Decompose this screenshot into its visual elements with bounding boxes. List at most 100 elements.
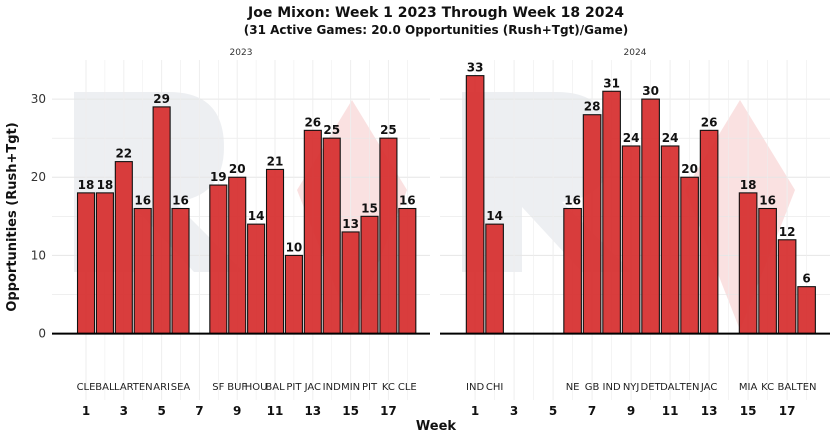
bar-value-label: 16: [759, 194, 776, 208]
x-tick-label: 7: [588, 404, 596, 418]
opponent-label: SEA: [171, 382, 191, 393]
bar-value-label: 20: [681, 162, 698, 176]
bar: [341, 231, 360, 335]
bar: [322, 137, 341, 335]
facet-label: 2023: [230, 48, 253, 58]
x-tick-label: 9: [627, 404, 635, 418]
opponent-label: MIA: [739, 382, 758, 393]
opponent-label: CLE: [398, 382, 417, 393]
bar-value-label: 6: [802, 272, 810, 286]
bar-value-label: 30: [642, 84, 659, 98]
y-tick-label: 0: [38, 327, 46, 341]
x-tick-label: 17: [380, 404, 397, 418]
bar: [209, 184, 228, 335]
bar-value-label: 25: [380, 123, 397, 137]
x-axis-title: Week: [416, 419, 457, 434]
opponent-label: IND: [466, 382, 484, 393]
facet-label: 2024: [624, 48, 647, 58]
bar-value-label: 22: [115, 147, 132, 161]
bar-value-label: 29: [153, 92, 170, 106]
opponent-label: BAL: [265, 382, 285, 393]
opponent-label: TEN: [796, 382, 817, 393]
bar: [563, 207, 582, 335]
opponent-label: PIT: [362, 382, 378, 393]
x-tick-label: 5: [157, 404, 165, 418]
bar-value-label: 24: [623, 131, 640, 145]
bar-value-label: 16: [134, 194, 151, 208]
bar-value-label: 16: [564, 194, 581, 208]
bar: [797, 286, 816, 335]
opponent-label: NE: [566, 382, 580, 393]
bar: [738, 192, 758, 335]
bar: [76, 192, 96, 335]
x-tick-label: 11: [267, 404, 284, 418]
opponent-label: TEN: [679, 382, 700, 393]
bar: [114, 161, 133, 335]
opponent-label: KC: [382, 382, 395, 393]
x-tick-label: 13: [701, 404, 718, 418]
bar: [582, 114, 602, 335]
bar-value-label: 13: [342, 217, 359, 231]
bar: [360, 215, 379, 335]
opponent-label: BAL: [777, 382, 797, 393]
opponent-label: HOU: [245, 382, 268, 393]
opponent-label: DAL: [660, 382, 680, 393]
bar: [398, 207, 417, 335]
x-tick-label: 3: [510, 404, 518, 418]
bar: [228, 176, 247, 335]
x-tick-label: 9: [233, 404, 241, 418]
y-axis-title: Opportunities (Rush+Tgt): [5, 122, 20, 311]
bar: [621, 145, 641, 335]
bar-value-label: 21: [267, 154, 284, 168]
bar: [485, 223, 504, 335]
opponent-label: JAC: [700, 382, 717, 393]
bar-value-label: 26: [304, 115, 321, 129]
bar-value-label: 16: [172, 194, 189, 208]
bar: [171, 207, 190, 335]
bar-value-label: 33: [467, 61, 484, 75]
bar-value-label: 18: [97, 178, 114, 192]
x-tick-label: 17: [779, 404, 796, 418]
bar-value-label: 28: [584, 100, 601, 114]
bar: [247, 223, 266, 335]
opponent-label: SF: [212, 382, 224, 393]
bar-value-label: 20: [229, 162, 246, 176]
chart-subtitle: (31 Active Games: 20.0 Opportunities (Ru…: [244, 23, 629, 37]
bar-value-label: 31: [603, 76, 620, 90]
bar: [699, 129, 719, 335]
y-tick-label: 30: [31, 92, 46, 106]
bar-value-label: 19: [210, 170, 227, 184]
x-tick-label: 3: [120, 404, 128, 418]
x-tick-label: 15: [740, 404, 757, 418]
bar: [133, 207, 152, 335]
bar-value-label: 18: [78, 178, 95, 192]
opponent-label: DET: [641, 382, 662, 393]
bar: [284, 254, 303, 335]
opponent-label: BUF: [227, 382, 247, 393]
x-tick-label: 11: [662, 404, 679, 418]
opponent-label: JAC: [304, 382, 321, 393]
x-tick-label: 15: [342, 404, 359, 418]
opponent-label: TEN: [132, 382, 153, 393]
bar: [303, 129, 322, 335]
bar: [680, 176, 699, 335]
bar: [95, 192, 114, 335]
opponent-label: GB: [585, 382, 600, 393]
bar-value-label: 12: [779, 225, 796, 239]
bar-value-label: 14: [248, 209, 265, 223]
bar-value-label: 25: [323, 123, 340, 137]
bar: [379, 137, 398, 335]
facet-panel-2024: 202433IND14CHI16NE28GB31IND24NYJ30DET24D…: [440, 48, 830, 418]
bar: [602, 90, 621, 335]
opponent-label: LAR: [114, 382, 134, 393]
opponent-label: MIN: [341, 382, 360, 393]
facet-panel-2023: 202318CLE18BAL22LAR16TEN29ARI16SEA19SF20…: [52, 48, 430, 418]
x-tick-label: 13: [304, 404, 321, 418]
bar: [265, 168, 285, 335]
x-tick-label: 1: [471, 404, 479, 418]
bar: [465, 75, 485, 335]
bar: [777, 239, 797, 335]
opponent-label: CLE: [77, 382, 96, 393]
bar-value-label: 14: [486, 209, 503, 223]
